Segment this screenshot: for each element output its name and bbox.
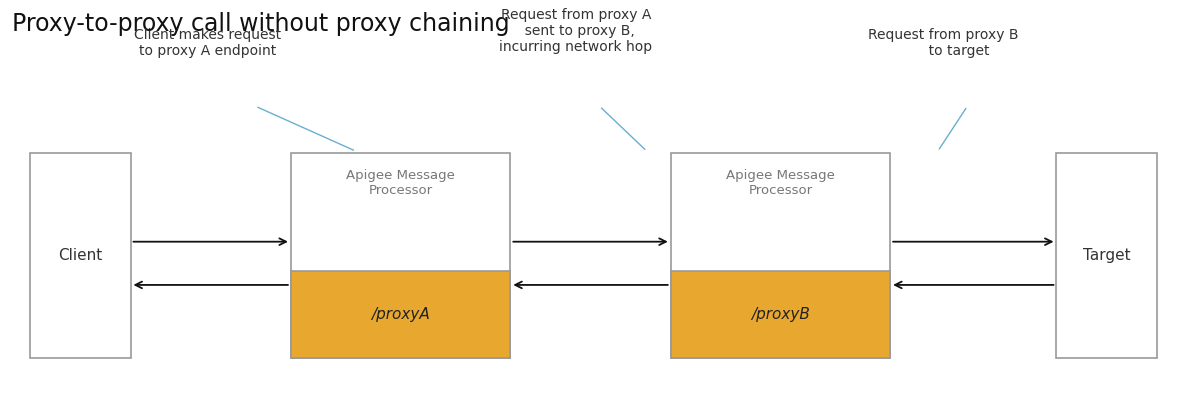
Text: Client makes request
to proxy A endpoint: Client makes request to proxy A endpoint <box>134 28 281 58</box>
Text: /proxyA: /proxyA <box>372 307 430 322</box>
Text: Target: Target <box>1083 248 1131 263</box>
Text: Apigee Message
Processor: Apigee Message Processor <box>347 169 455 197</box>
Text: Request from proxy A
  sent to proxy B,
incurring network hop: Request from proxy A sent to proxy B, in… <box>499 8 653 54</box>
Bar <box>1056 153 1157 358</box>
Bar <box>671 153 890 358</box>
Text: Apigee Message
Processor: Apigee Message Processor <box>726 169 834 197</box>
Text: Client: Client <box>58 248 102 263</box>
Text: Request from proxy B
       to target: Request from proxy B to target <box>869 28 1018 58</box>
Bar <box>30 153 131 358</box>
Text: /proxyB: /proxyB <box>751 307 810 322</box>
Bar <box>291 153 510 358</box>
Bar <box>291 271 510 358</box>
Bar <box>671 271 890 358</box>
Text: Proxy-to-proxy call without proxy chaining: Proxy-to-proxy call without proxy chaini… <box>12 12 509 36</box>
